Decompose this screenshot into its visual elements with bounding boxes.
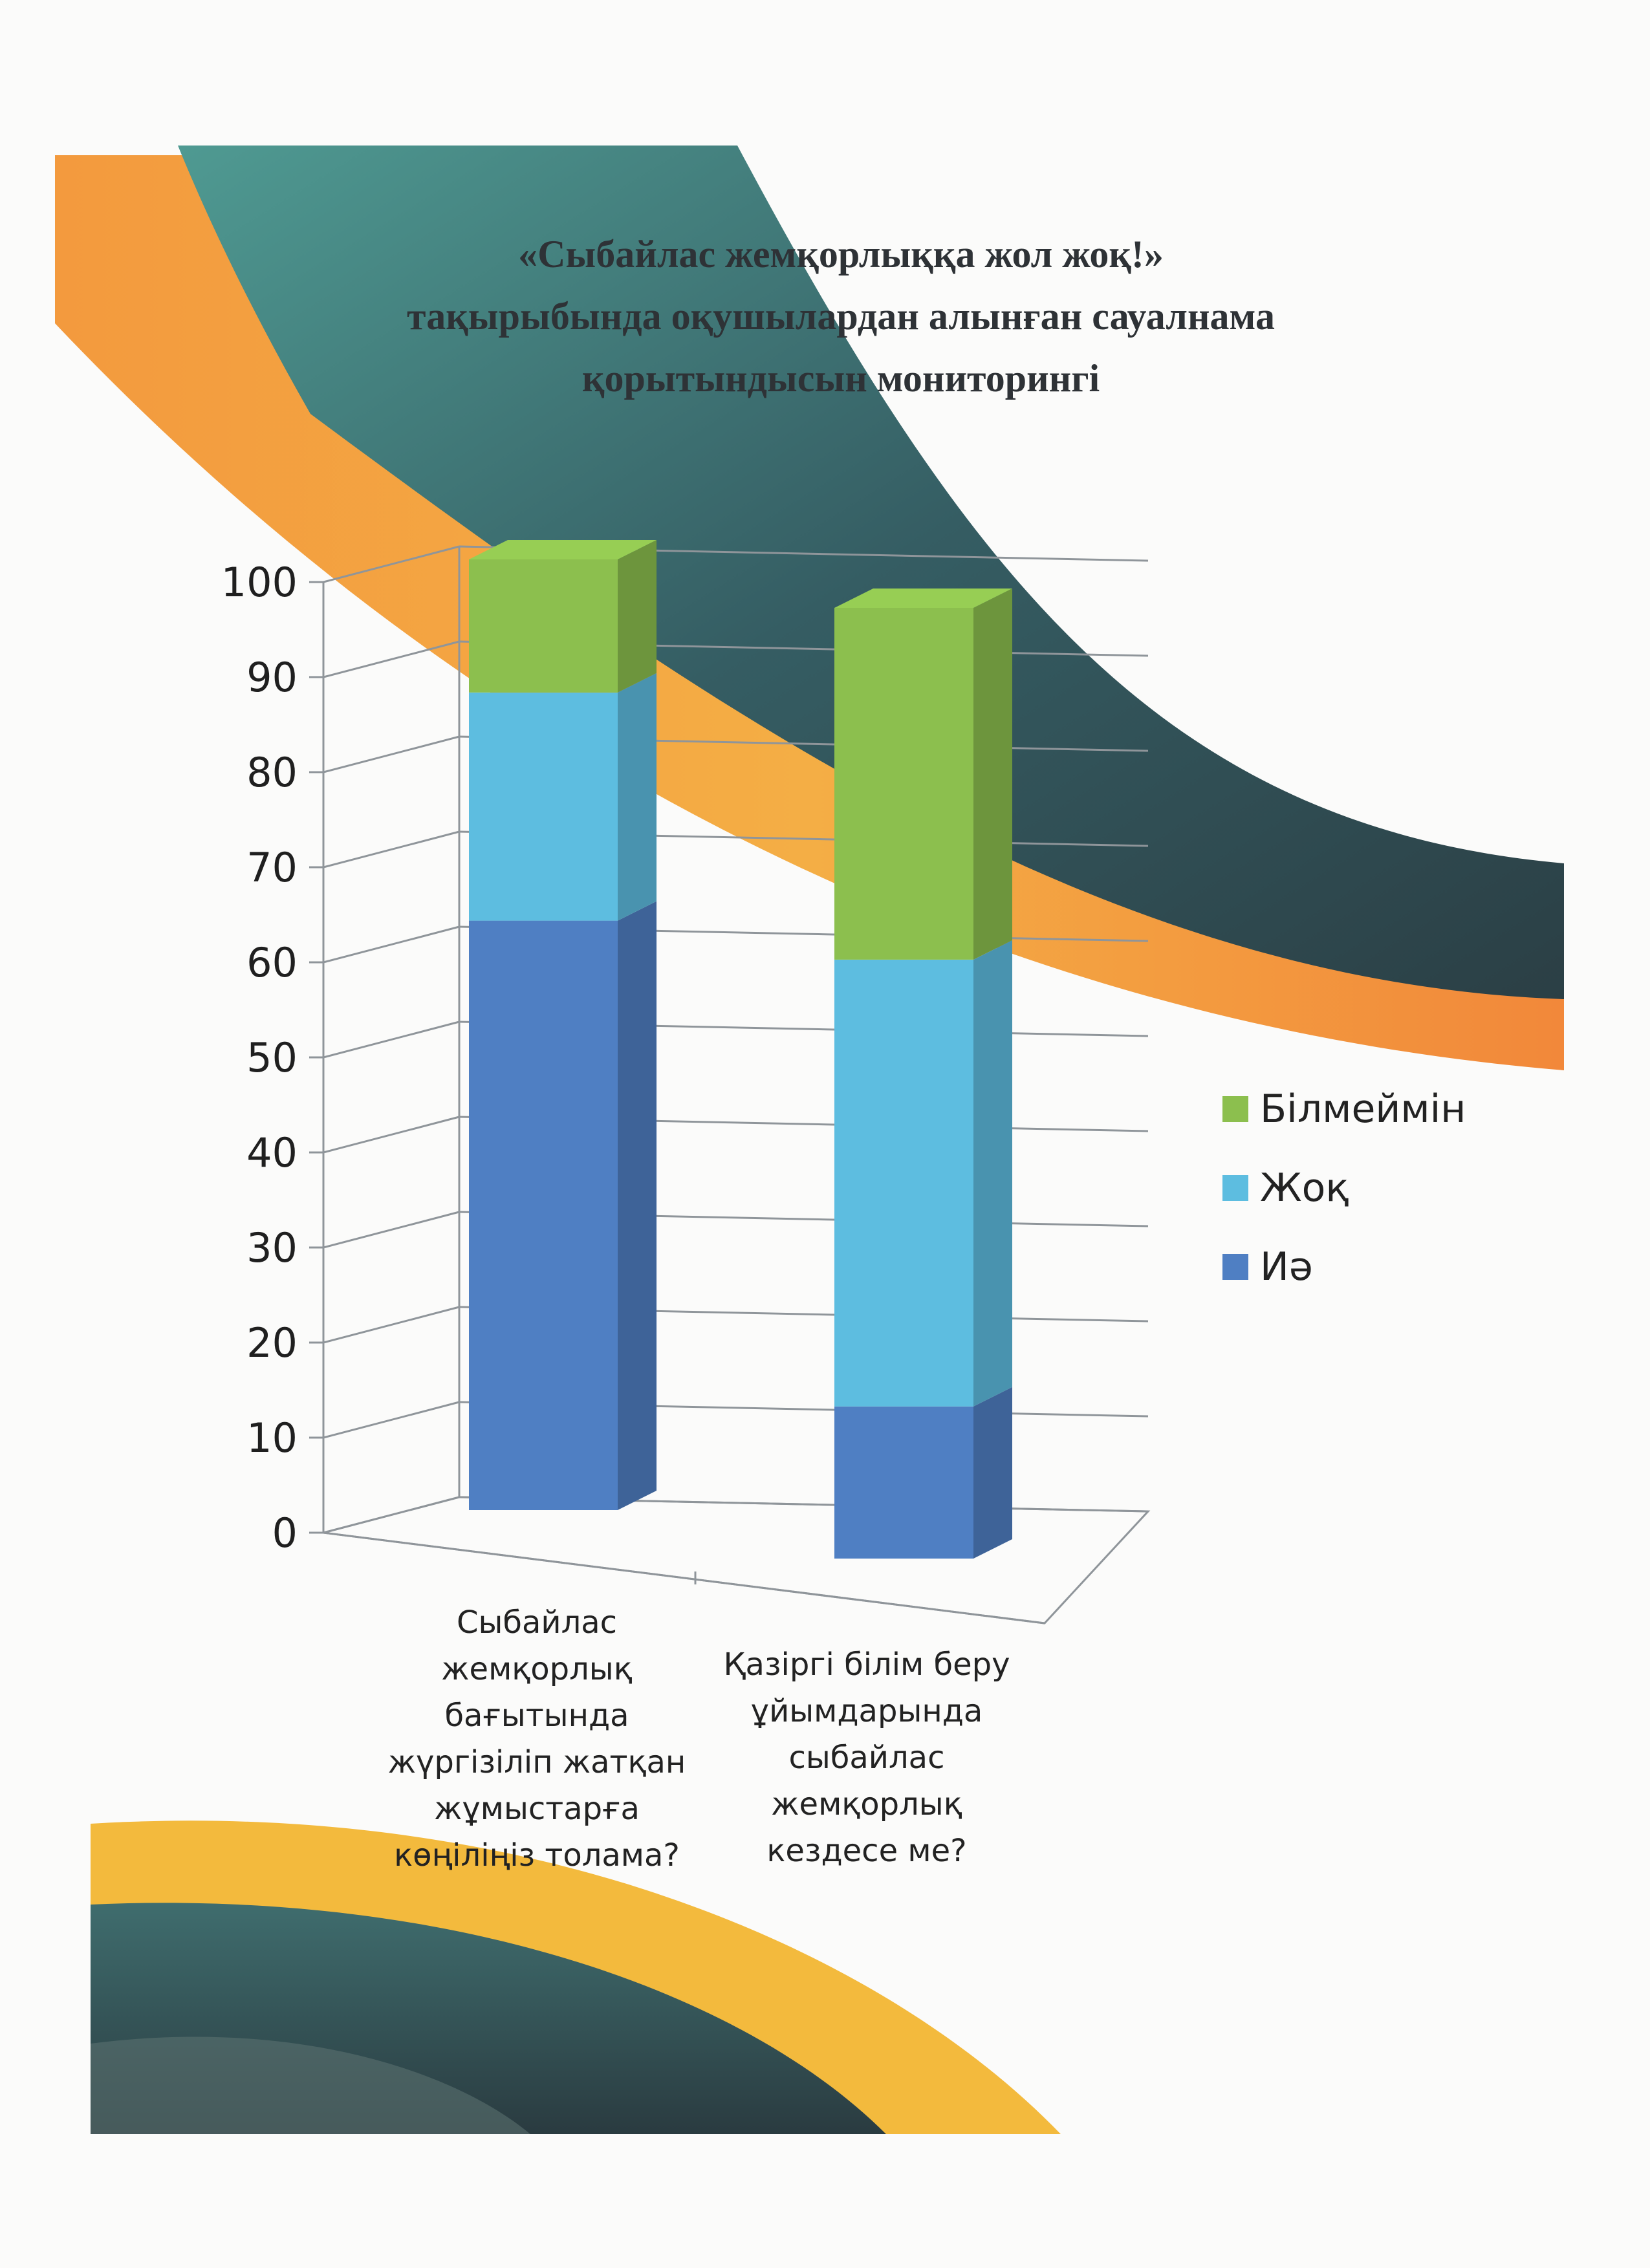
x-category-label: ұйымдарында [751, 1693, 983, 1729]
side-gridline [323, 1211, 460, 1249]
bar-0-0-front [469, 920, 618, 1510]
x-category-label: жемқорлық [441, 1651, 632, 1687]
side-gridline [323, 1306, 460, 1344]
side-gridline [323, 925, 460, 964]
bottom-inner-arc [91, 2036, 530, 2134]
x-category-label: жемқорлық [771, 1786, 962, 1822]
bar-0-0-side [618, 901, 657, 1510]
bar-1-0-front [834, 1406, 973, 1559]
y-tick-label: 20 [246, 1319, 298, 1366]
y-tick-label: 10 [246, 1414, 298, 1462]
side-gridline [323, 1401, 460, 1439]
x-category-label: Қазіргі білім беру [723, 1647, 1010, 1683]
side-gridline [323, 1021, 460, 1059]
side-gridline [323, 735, 460, 773]
chart-grid [309, 545, 1151, 1625]
chart-title-line-2: тақырыбында оқушылардан алынған сауалнам… [406, 295, 1275, 338]
y-tick-label: 60 [246, 939, 298, 986]
x-category-label: көңіліңіз толама? [394, 1837, 680, 1874]
bar-1-2-front [834, 608, 973, 960]
chart-floor [323, 1496, 1151, 1625]
side-gridline [323, 830, 460, 869]
chart-legend: Білмеймін Жоқ Иә [1222, 1086, 1466, 1290]
legend-swatch [1222, 1254, 1248, 1280]
legend-swatch [1222, 1175, 1248, 1201]
bar-0-2-side [618, 540, 657, 693]
bar-1-0-side [973, 1387, 1012, 1559]
y-tick-label: 0 [272, 1509, 298, 1557]
x-category-label: жүргізіліп жатқан [388, 1744, 686, 1780]
y-tick-label: 100 [221, 559, 298, 606]
bar-1-2-side [973, 589, 1012, 960]
chart-title-line-1: «Сыбайлас жемқорлыққа жол жоқ!» [518, 233, 1164, 275]
bar-1-top [834, 589, 1012, 608]
chart-title: «Сыбайлас жемқорлыққа жол жоқ!» тақырыбы… [129, 223, 1552, 409]
side-gridline [323, 640, 460, 678]
bar-0-2-front [469, 559, 618, 693]
chart-bars [469, 540, 1012, 1559]
x-axis-line [323, 1531, 1045, 1625]
legend-label: Жоқ [1260, 1165, 1349, 1211]
x-category-label: бағытында [444, 1698, 629, 1734]
chart-title-line-3: қорытындысын мониторингі [581, 357, 1100, 400]
chart-labels: 0 10 20 30 40 50 60 70 80 90 100 Сыбайлас жемқорлық б… [221, 559, 1010, 1874]
y-tick-label: 70 [246, 844, 298, 891]
bar-1-1-front [834, 959, 973, 1407]
x-category-label: жұмыстарға [434, 1791, 640, 1827]
legend-label: Білмеймін [1260, 1086, 1466, 1132]
y-tick-label: 30 [246, 1224, 298, 1271]
y-tick-label: 80 [246, 749, 298, 796]
x-category-label: кездесе ме? [766, 1833, 966, 1869]
legend-swatch [1222, 1096, 1248, 1122]
bar-0-1-side [618, 673, 657, 921]
bar-1-1-side [973, 940, 1012, 1407]
teal-swoosh [178, 146, 1564, 999]
y-tick-label: 90 [246, 654, 298, 701]
x-category-label: сыбайлас [789, 1740, 945, 1776]
bar-0-top [469, 540, 657, 559]
legend-label: Иә [1260, 1244, 1313, 1290]
side-gridline [323, 545, 460, 583]
side-gridline [323, 1116, 460, 1154]
y-tick-label: 50 [246, 1034, 298, 1081]
x-category-label: Сыбайлас [457, 1604, 617, 1641]
bar-0-1-front [469, 692, 618, 921]
y-tick-label: 40 [246, 1129, 298, 1176]
